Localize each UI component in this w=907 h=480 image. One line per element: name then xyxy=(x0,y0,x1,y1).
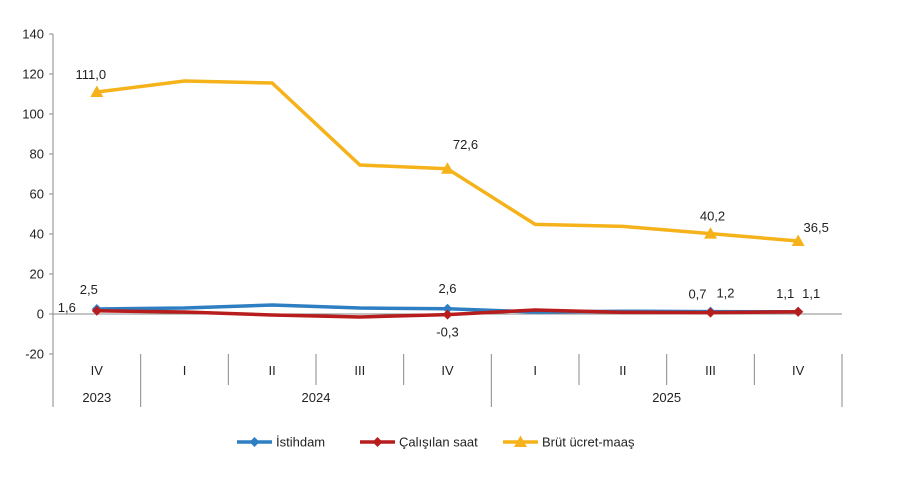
data-label: -0,3 xyxy=(436,325,458,340)
x-tick-label: I xyxy=(183,363,187,378)
series-group xyxy=(90,79,805,320)
y-tick-label: 120 xyxy=(22,67,44,82)
data-point-marker xyxy=(791,234,805,246)
data-label: 2,5 xyxy=(80,282,98,297)
data-label: 1,1 xyxy=(776,286,794,301)
x-tick-label: III xyxy=(354,363,365,378)
data-label: 2,6 xyxy=(438,281,456,296)
y-tick-label: 80 xyxy=(30,147,44,162)
data-point-marker xyxy=(91,305,102,316)
y-tick-label: 40 xyxy=(30,227,44,242)
legend-swatch-marker xyxy=(372,437,383,447)
legend-label: İstihdam xyxy=(276,435,325,450)
year-label: 2025 xyxy=(652,390,681,405)
legend-swatch-marker xyxy=(514,435,527,447)
x-tick-label: II xyxy=(619,363,626,378)
year-label: 2024 xyxy=(302,390,331,405)
data-point-marker xyxy=(705,307,716,318)
data-label: 0,7 xyxy=(688,287,706,302)
data-label: 40,2 xyxy=(700,209,725,224)
data-point-marker xyxy=(704,227,717,239)
x-tick-label: IV xyxy=(441,363,454,378)
x-tick-label: IV xyxy=(91,363,104,378)
series-1 xyxy=(91,305,804,320)
year-label: 2023 xyxy=(82,390,111,405)
y-tick-label: 60 xyxy=(30,187,44,202)
x-tick-label: III xyxy=(705,363,716,378)
y-tick-label: 140 xyxy=(22,27,44,42)
data-point-marker xyxy=(441,162,454,174)
data-point-marker xyxy=(442,309,453,320)
series-2 xyxy=(90,79,805,246)
legend-label: Çalışılan saat xyxy=(399,435,478,450)
legend-label: Brüt ücret-maaş xyxy=(542,435,635,450)
series-line xyxy=(96,79,799,243)
y-tick-label: 0 xyxy=(37,307,44,322)
data-point-marker xyxy=(90,85,104,97)
y-tick-label: 20 xyxy=(30,267,44,282)
data-label: 1,1 xyxy=(802,286,820,301)
y-tick-label: -20 xyxy=(25,347,44,362)
y-axis: -20 0 20 40 60 80 100 120 140 xyxy=(22,27,54,362)
data-label: 1,6 xyxy=(58,300,76,315)
x-tick-label: IV xyxy=(792,363,805,378)
data-label: 72,6 xyxy=(453,137,478,152)
legend-swatch-marker xyxy=(249,437,260,447)
data-point-marker xyxy=(442,303,453,314)
data-label: 36,5 xyxy=(804,220,829,235)
x-tick-label: II xyxy=(269,363,276,378)
x-tick-label: I xyxy=(533,363,537,378)
data-label: 1,2 xyxy=(716,286,734,301)
legend: İstihdam Çalışılan saat Brüt ücret-maaş xyxy=(237,435,635,450)
data-point-marker xyxy=(793,306,804,317)
y-tick-label: 100 xyxy=(22,107,44,122)
data-labels: 2,5 2,6 1,2 1,1 1,6 -0,3 0,7 1,1 111,0 72,6 40,2 36… xyxy=(58,67,829,340)
data-label: 111,0 xyxy=(76,67,107,82)
